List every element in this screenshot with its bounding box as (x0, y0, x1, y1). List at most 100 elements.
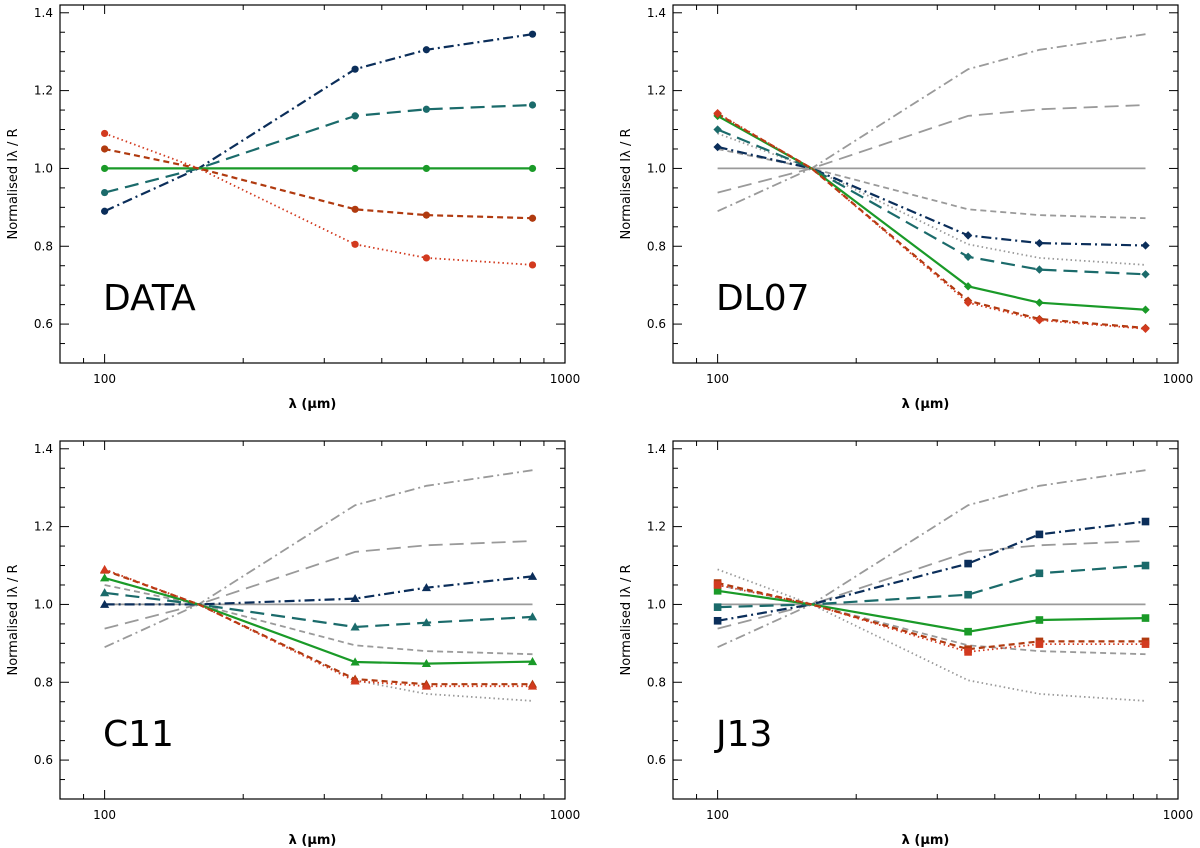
data-point-solid (528, 164, 537, 173)
y-tick-label: 0.8 (647, 239, 666, 253)
series-line-long-dash (104, 103, 533, 194)
data-point-long-dash (713, 603, 722, 611)
data-point-long-dash (964, 590, 972, 599)
data-point-dotted (422, 254, 431, 262)
plot-frame (59, 440, 566, 800)
y-tick-label: 0.6 (34, 753, 53, 767)
data-point-dash-dot (422, 46, 431, 54)
y-tick-label: 1.2 (647, 520, 666, 534)
y-tick-label: 1.2 (647, 84, 666, 98)
data-point-dash-dot (421, 583, 432, 592)
data-point-solid (963, 282, 973, 291)
data-point-long-dash (422, 105, 431, 113)
y-tick-label: 1.0 (34, 597, 53, 611)
chart-panel-j13: J13 λ (μm) Normalised Iλ / R 0.6 0.8 1.0 1.… (619, 440, 1194, 848)
y-tick-label: 1.2 (34, 520, 53, 534)
data-point-solid (713, 587, 722, 595)
panel-label: DATA (103, 278, 196, 319)
series-markers (713, 108, 1150, 333)
y-tick-label: 1.4 (647, 6, 666, 20)
x-tick-label: 100 (93, 372, 116, 386)
chart-panel-c11: C11 λ (μm) Normalised Iλ / R 0.6 0.8 1.0 1.… (6, 440, 581, 848)
data-point-long-dash (1141, 561, 1150, 570)
panel-label: DL07 (716, 278, 810, 319)
y-tick-label: 0.8 (647, 675, 666, 689)
data-point-long-dash (351, 112, 359, 120)
x-axis-label: λ (μm) (289, 833, 337, 848)
data-point-solid (351, 164, 359, 173)
data-point-dotted (713, 108, 722, 118)
x-tick-label: 1000 (1163, 808, 1194, 822)
data-point-dash-dot (351, 65, 359, 73)
y-axis-label: Normalised Iλ / R (619, 128, 634, 239)
y-tick-label: 1.4 (34, 442, 53, 456)
data-point-long-dash (100, 588, 110, 597)
x-tick-label: 1000 (550, 808, 581, 822)
series-line-short-dash (104, 147, 533, 220)
data-point-long-dash (1035, 265, 1044, 274)
series-markers (713, 517, 1150, 656)
data-point-dash-dot (100, 599, 110, 608)
tick-marks (672, 441, 1179, 800)
data-point-short-dash (101, 145, 109, 153)
data-point-dash-dot (1035, 238, 1044, 248)
series-line-dash-dot (104, 33, 533, 213)
y-tick-label: 0.8 (34, 675, 53, 689)
x-axis-label: λ (μm) (902, 833, 950, 848)
data-point-long-dash (713, 125, 722, 134)
data-point-dash-dot (713, 616, 722, 625)
data-point-long-dash (528, 101, 537, 109)
data-point-solid (1141, 614, 1150, 622)
reference-line-dash-dot (717, 469, 1146, 649)
tick-marks (59, 5, 566, 364)
data-point-short-dash (351, 205, 359, 213)
data-point-long-dash (527, 612, 538, 621)
data-point-solid (350, 657, 360, 666)
data-point-dotted (528, 261, 537, 269)
y-tick-label: 1.0 (647, 597, 666, 611)
plot-frame (59, 4, 566, 364)
series-line-long-dash (717, 564, 1146, 609)
tick-marks (59, 441, 566, 800)
y-tick-label: 1.0 (647, 161, 666, 175)
y-tick-label: 0.6 (34, 317, 53, 331)
data-point-dash-dot (101, 207, 109, 215)
tick-marks (672, 5, 1179, 364)
series-line-dash-dot (717, 520, 1146, 622)
y-tick-label: 1.4 (647, 442, 666, 456)
data-point-solid (964, 627, 972, 636)
y-tick-label: 1.4 (34, 6, 53, 20)
data-point-dash-dot (1141, 241, 1150, 250)
y-tick-label: 1.2 (34, 84, 53, 98)
series-markers (101, 30, 537, 269)
y-axis-label: Normalised Iλ / R (6, 128, 21, 239)
data-point-long-dash (963, 252, 973, 261)
data-point-dotted (527, 681, 538, 690)
data-point-dotted (350, 676, 360, 685)
chart-panel-data: DATA λ (μm) Normalised Iλ / R 0.6 0.8 1.0 1… (6, 4, 581, 412)
data-point-long-dash (350, 622, 360, 631)
data-point-dash-dot (350, 593, 360, 603)
series-line-dotted (717, 584, 1146, 653)
data-point-long-dash (1035, 569, 1044, 578)
chart-panel-dl07: DL07 λ (μm) Normalised Iλ / R 0.6 0.8 1.0 1… (619, 4, 1193, 412)
data-point-solid (422, 164, 431, 173)
reference-line-dash-dot (104, 469, 533, 649)
series-markers (100, 564, 538, 690)
data-point-long-dash (101, 188, 109, 197)
reference-line-dotted (717, 132, 1146, 266)
x-tick-label: 1000 (550, 372, 581, 386)
data-point-dotted (713, 581, 722, 589)
reference-line-short-dash (104, 584, 533, 656)
data-point-dotted (100, 564, 110, 573)
data-point-solid (1141, 305, 1150, 314)
x-tick-label: 100 (706, 372, 729, 386)
x-tick-label: 100 (706, 808, 729, 822)
data-point-dotted (1141, 324, 1150, 333)
data-point-dotted (964, 648, 972, 656)
data-point-short-dash (528, 214, 537, 222)
reference-line-dotted (104, 568, 533, 702)
data-point-solid (527, 657, 538, 666)
data-point-dash-dot (713, 142, 722, 152)
